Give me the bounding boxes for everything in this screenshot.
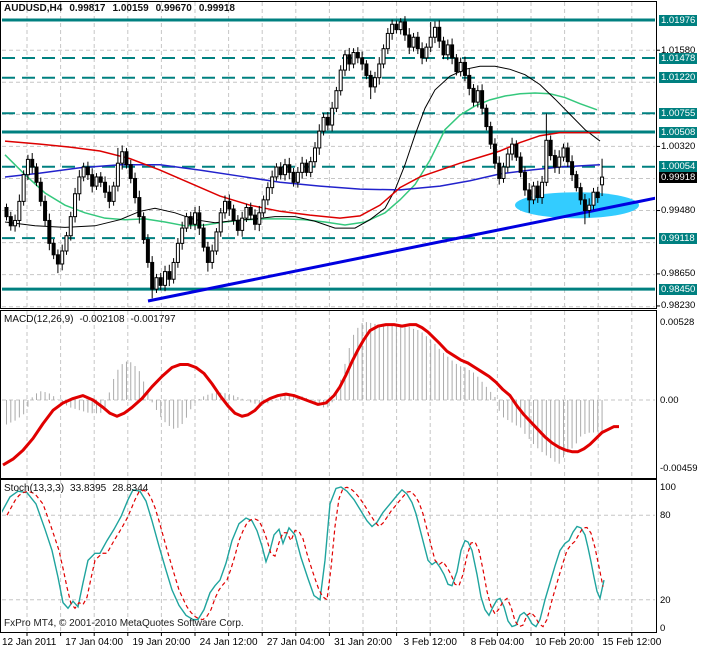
price-level-label: 1.01976 bbox=[659, 14, 698, 26]
time-axis-label: 15 Feb 12:00 bbox=[602, 637, 662, 648]
price-level-label: 1.01478 bbox=[659, 52, 698, 64]
price-axis-label: 0.98230 bbox=[661, 300, 696, 312]
macd-scale-label: 0.00528 bbox=[660, 316, 695, 328]
macd-label: MACD(12,26,9) -0.002108 -0.001797 bbox=[4, 314, 176, 326]
time-axis-label: 12 Jan 2011 bbox=[2, 637, 57, 648]
price-axis-label: 0.99480 bbox=[661, 205, 696, 217]
time-axis-label: 8 Feb 04:00 bbox=[470, 637, 525, 648]
time-axis-label: 31 Jan 20:00 bbox=[334, 637, 392, 648]
price-level-label: 1.01220 bbox=[659, 72, 698, 84]
stoch-scale-label: 100 bbox=[660, 482, 676, 493]
stoch-name: Stoch(13,3,3) bbox=[4, 483, 65, 494]
price-axis-label: 1.01580 bbox=[661, 44, 696, 56]
stoch-scale-label: 20 bbox=[660, 594, 671, 606]
ohlc-close: 0.99918 bbox=[198, 3, 235, 14]
stoch-label: Stoch(13,3,3) 33.8395 28.8344 bbox=[4, 483, 148, 495]
symbol-timeframe: AUDUSD,H4 bbox=[4, 3, 63, 14]
price-axis-label: 1.00320 bbox=[661, 140, 696, 152]
macd-main-value: -0.002108 bbox=[79, 314, 125, 325]
current-price-label: 0.99918 bbox=[659, 171, 698, 183]
price-level-label: 0.98450 bbox=[659, 283, 698, 295]
ohlc-high: 1.00159 bbox=[112, 3, 149, 14]
time-axis-label: 17 Jan 04:00 bbox=[65, 637, 124, 648]
time-axis-label: 24 Jan 12:00 bbox=[199, 637, 258, 648]
stoch-scale-label: 80 bbox=[660, 510, 671, 522]
stoch-k-value: 33.8395 bbox=[70, 483, 107, 494]
macd-scale-label: -0.00459 bbox=[660, 462, 698, 474]
ohlc-low: 0.99670 bbox=[155, 3, 192, 14]
chart-title: AUDUSD,H4 0.99817 1.00159 0.99670 0.9991… bbox=[4, 3, 235, 15]
time-axis-label: 19 Jan 20:00 bbox=[132, 637, 191, 648]
price-level-label: 1.00755 bbox=[659, 107, 698, 119]
copyright-text: FxPro MT4, © 2001-2010 MetaQuotes Softwa… bbox=[4, 618, 244, 629]
time-axis-label: 10 Feb 20:00 bbox=[535, 637, 595, 648]
macd-name: MACD(12,26,9) bbox=[4, 314, 74, 325]
price-level-label: 1.00054 bbox=[659, 161, 698, 173]
macd-signal-value: -0.001797 bbox=[130, 314, 176, 325]
time-axis-label: 27 Jan 04:00 bbox=[266, 637, 325, 648]
macd-scale-label: 0.00 bbox=[660, 395, 679, 406]
price-axis-label: 0.98650 bbox=[661, 268, 696, 280]
stoch-scale-label: 0 bbox=[660, 623, 666, 634]
price-level-label: 1.00508 bbox=[659, 126, 698, 138]
stoch-d-value: 28.8344 bbox=[112, 483, 149, 494]
time-axis-label: 3 Feb 12:00 bbox=[403, 637, 457, 648]
price-level-label: 0.99118 bbox=[659, 232, 697, 244]
ohlc-open: 0.99817 bbox=[69, 3, 106, 14]
